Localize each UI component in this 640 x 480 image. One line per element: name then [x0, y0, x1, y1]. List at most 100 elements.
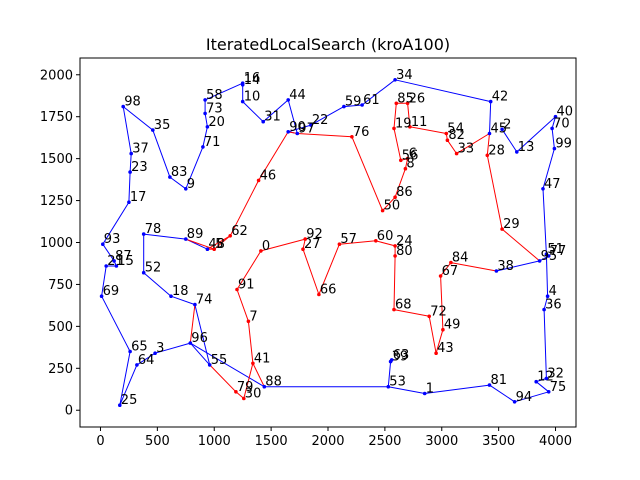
x-tick-label-2000: 2000 [311, 434, 344, 449]
city-label-56: 56 [402, 148, 419, 163]
city-label-27: 27 [304, 237, 321, 252]
city-point-13 [515, 150, 519, 154]
city-point-33 [454, 151, 459, 156]
city-label-36: 36 [545, 298, 562, 313]
city-point-49 [441, 327, 445, 332]
city-point-37 [129, 151, 133, 156]
x-tick-label-0: 0 [96, 434, 104, 449]
city-label-87: 87 [115, 249, 132, 264]
city-label-34: 34 [396, 68, 413, 83]
city-point-97 [295, 131, 300, 136]
city-label-13: 13 [518, 140, 535, 155]
city-label-89: 89 [187, 227, 204, 242]
city-point-70 [550, 126, 554, 131]
series-1-path-6 [252, 363, 265, 387]
city-label-29: 29 [503, 217, 520, 232]
city-point-52 [141, 270, 146, 275]
y-tick-label-2000: 2000 [40, 68, 73, 83]
city-label-66: 66 [320, 283, 337, 298]
city-label-50: 50 [384, 199, 401, 214]
city-point-29 [500, 227, 504, 231]
city-point-87 [112, 259, 116, 263]
x-tick-label-1000: 1000 [198, 434, 231, 449]
city-point-25 [118, 403, 122, 408]
city-label-3: 3 [156, 341, 164, 356]
city-point-86 [393, 195, 397, 199]
series-0-path-1 [496, 116, 556, 272]
city-label-54: 54 [447, 122, 464, 137]
city-point-34 [393, 78, 397, 82]
city-label-67: 67 [442, 264, 459, 279]
city-point-79 [234, 390, 238, 394]
city-point-56 [399, 158, 403, 163]
city-label-93: 93 [104, 232, 121, 247]
y-tick-label-1000: 1000 [40, 236, 73, 251]
city-label-94: 94 [516, 390, 533, 405]
city-point-53 [386, 384, 391, 389]
city-label-47: 47 [544, 177, 561, 192]
city-point-69 [99, 294, 104, 299]
city-point-16 [240, 81, 245, 85]
city-point-20 [205, 125, 210, 129]
city-point-27 [301, 247, 305, 251]
city-label-92: 92 [306, 227, 323, 242]
city-point-6 [405, 156, 410, 161]
city-label-64: 64 [138, 353, 155, 368]
city-label-18: 18 [172, 284, 189, 299]
city-label-44: 44 [289, 88, 306, 103]
city-point-82 [445, 138, 450, 142]
city-label-53: 53 [389, 375, 406, 390]
city-label-7: 7 [249, 309, 257, 324]
city-point-45 [487, 131, 492, 136]
city-point-1 [422, 391, 427, 396]
plot-area: 0123456789101112131415161718192021222324… [99, 68, 573, 408]
city-point-18 [169, 294, 173, 299]
city-label-1: 1 [426, 382, 434, 397]
city-label-71: 71 [204, 135, 221, 150]
city-label-2: 2 [503, 117, 511, 132]
city-point-30 [242, 396, 246, 401]
city-point-64 [135, 363, 139, 367]
city-point-17 [127, 200, 131, 204]
city-point-42 [488, 99, 493, 104]
city-label-65: 65 [131, 340, 148, 355]
city-label-77: 77 [550, 244, 567, 259]
city-point-15 [114, 264, 119, 268]
city-point-50 [380, 208, 385, 213]
city-point-91 [235, 287, 239, 292]
city-point-59 [342, 104, 346, 109]
city-label-88: 88 [265, 375, 282, 390]
city-label-70: 70 [553, 116, 570, 131]
city-point-4 [545, 294, 550, 299]
city-point-74 [193, 302, 197, 307]
y-tick-label-250: 250 [48, 362, 73, 377]
city-point-26 [405, 101, 410, 106]
city-point-35 [151, 128, 155, 132]
city-point-77 [546, 254, 551, 258]
city-label-83: 83 [171, 165, 188, 180]
city-point-92 [303, 237, 308, 241]
city-label-37: 37 [132, 142, 149, 157]
city-point-43 [434, 351, 438, 356]
city-point-2 [500, 127, 504, 132]
city-label-32: 32 [547, 366, 564, 381]
city-label-81: 81 [491, 373, 508, 388]
city-label-35: 35 [154, 118, 171, 133]
city-point-62 [228, 234, 232, 238]
city-point-5 [212, 247, 216, 251]
city-point-85 [394, 101, 399, 106]
city-label-45: 45 [491, 122, 508, 137]
city-label-25: 25 [121, 393, 138, 408]
city-label-58: 58 [206, 88, 223, 103]
city-label-4: 4 [549, 284, 557, 299]
city-label-55: 55 [211, 353, 228, 368]
city-point-75 [546, 390, 551, 394]
city-label-48: 48 [208, 237, 225, 252]
city-label-95: 95 [541, 249, 558, 264]
city-label-61: 61 [363, 93, 380, 108]
city-label-51: 51 [547, 242, 564, 257]
city-label-99: 99 [555, 137, 572, 152]
city-point-61 [360, 103, 364, 107]
city-point-36 [542, 307, 546, 312]
